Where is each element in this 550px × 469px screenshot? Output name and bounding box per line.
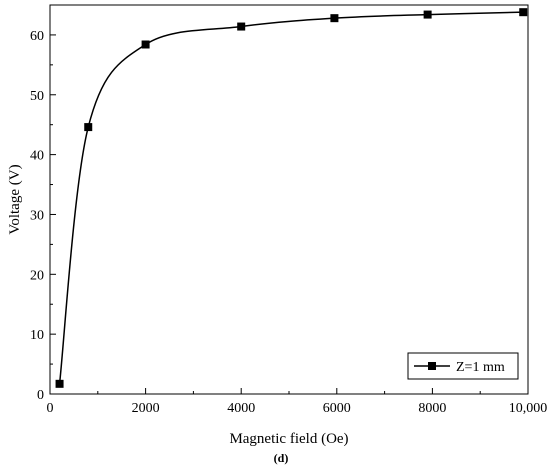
data-point <box>423 10 432 19</box>
y-tick-label: 20 <box>30 268 44 283</box>
y-tick-label: 40 <box>30 149 44 164</box>
x-tick-label: 2000 <box>132 401 160 416</box>
y-tick-label: 30 <box>30 208 44 223</box>
data-point <box>55 379 64 388</box>
data-point <box>141 40 150 49</box>
x-tick-label: 0 <box>47 401 54 416</box>
series-line <box>58 11 524 384</box>
legend: Z=1 mm <box>407 352 519 380</box>
data-point <box>330 14 339 23</box>
legend-entry-label: Z=1 mm <box>456 360 505 375</box>
plot-area <box>55 8 528 388</box>
y-tick-label: 10 <box>30 328 44 343</box>
y-tick-label: 0 <box>37 388 44 403</box>
data-point <box>519 8 528 17</box>
x-tick-label: 8000 <box>418 401 446 416</box>
data-point <box>237 22 246 31</box>
plot-frame <box>49 4 529 395</box>
y-tick-label: 50 <box>30 89 44 104</box>
legend-marker <box>428 362 436 370</box>
data-point <box>84 123 93 132</box>
x-tick-label: 10,000 <box>509 401 548 416</box>
y-axis-title: Voltage (V) <box>7 164 23 234</box>
y-tick-label: 60 <box>30 29 44 44</box>
panel-label: (d) <box>274 451 289 465</box>
x-tick-label: 6000 <box>323 401 351 416</box>
y-axis: 0 10 20 30 40 50 60 <box>30 29 56 403</box>
x-axis: 0 2000 4000 6000 8000 10,000 <box>47 388 548 416</box>
x-tick-label: 4000 <box>227 401 255 416</box>
x-axis-title: Magnetic field (Oe) <box>229 431 348 447</box>
